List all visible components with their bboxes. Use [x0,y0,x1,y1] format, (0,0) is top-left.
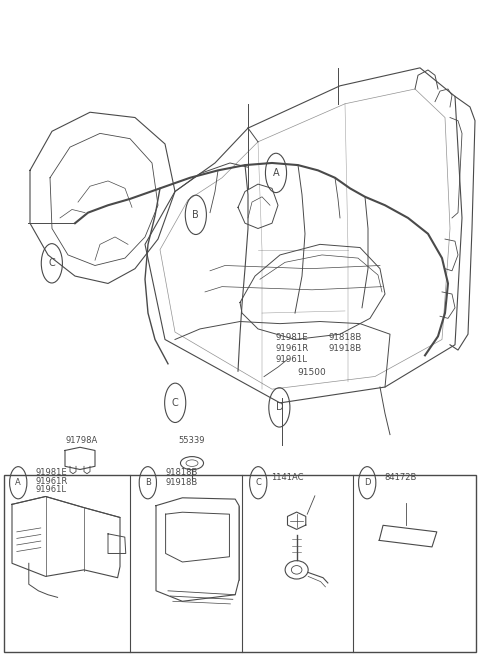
Text: 91818B: 91818B [329,333,362,342]
Text: 91961R: 91961R [36,477,68,486]
Text: B: B [192,210,199,220]
Text: 91918B: 91918B [329,344,362,353]
Text: C: C [255,478,261,487]
Text: 91918B: 91918B [166,477,198,487]
Text: 91798A: 91798A [66,436,98,445]
Text: 1141AC: 1141AC [271,473,304,482]
Text: 91981E: 91981E [276,333,309,342]
Text: D: D [276,402,283,413]
Text: 91981E: 91981E [36,468,68,477]
Text: 91961R: 91961R [276,344,309,353]
Text: C: C [48,258,55,269]
Text: B: B [145,478,151,487]
Bar [4,475,476,652]
Text: 55339: 55339 [179,436,205,445]
Text: A: A [273,168,279,178]
Text: 91818B: 91818B [166,468,198,477]
Text: 91961L: 91961L [36,485,67,495]
Text: C: C [172,398,179,408]
Text: 91500: 91500 [298,367,326,377]
Text: D: D [364,478,371,487]
Text: 91961L: 91961L [276,355,308,364]
Text: A: A [15,478,21,487]
Text: 84172B: 84172B [384,473,416,482]
